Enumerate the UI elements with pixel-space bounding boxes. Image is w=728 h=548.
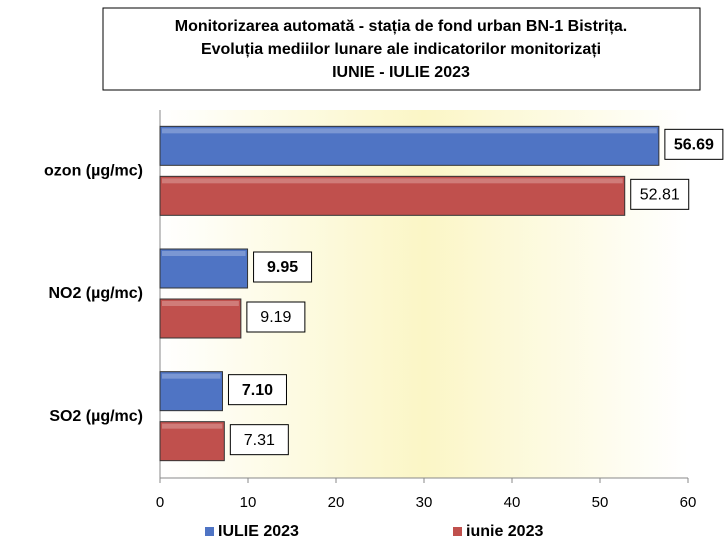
bar-highlight [162,423,223,429]
bar-highlight [162,178,623,184]
legend-swatch [205,527,214,536]
value-label: 56.69 [674,137,714,154]
x-tick-label: 30 [416,494,433,511]
chart-title: Evoluția mediilor lunare ale indicatoril… [201,41,601,58]
bar-highlight [162,128,657,134]
bar [159,298,242,339]
value-label: 9.95 [267,259,298,276]
bar-highlight [162,251,246,256]
x-tick-label: 10 [240,494,257,511]
legend-swatch [453,527,462,536]
value-label-box [246,301,306,333]
x-tick-label: 50 [592,494,609,511]
value-label: 9.19 [260,309,291,326]
chart-title: IUNIE - IULIE 2023 [332,64,470,81]
plot-area [160,110,688,478]
legend-label: iunie 2023 [466,523,543,540]
bar [159,125,660,166]
x-tick-label: 40 [504,494,521,511]
value-label: 7.10 [242,382,273,399]
value-label-box [229,424,289,456]
value-label-box [253,251,313,283]
legend-label: IULIE 2023 [218,523,299,540]
x-tick-label: 0 [156,494,164,511]
bar-highlight [162,373,221,379]
x-tick-label: 60 [680,494,697,511]
x-tick-label: 20 [328,494,345,511]
y-tick-label: ozon (µg/mc) [44,163,143,180]
bar [159,175,626,216]
y-tick-label: NO2 (µg/mc) [48,285,143,302]
title-box [102,7,701,91]
value-label-box [227,374,287,406]
chart-title: Monitorizarea automată - stația de fond … [175,18,628,35]
bar [159,371,223,412]
bar [159,248,249,289]
bar-highlight [162,301,239,306]
value-label: 7.31 [244,432,275,449]
value-label: 52.81 [640,187,680,204]
value-label-box [664,128,724,160]
value-label-box [630,178,690,210]
y-tick-label: SO2 (µg/mc) [49,408,143,425]
bar [159,421,225,462]
